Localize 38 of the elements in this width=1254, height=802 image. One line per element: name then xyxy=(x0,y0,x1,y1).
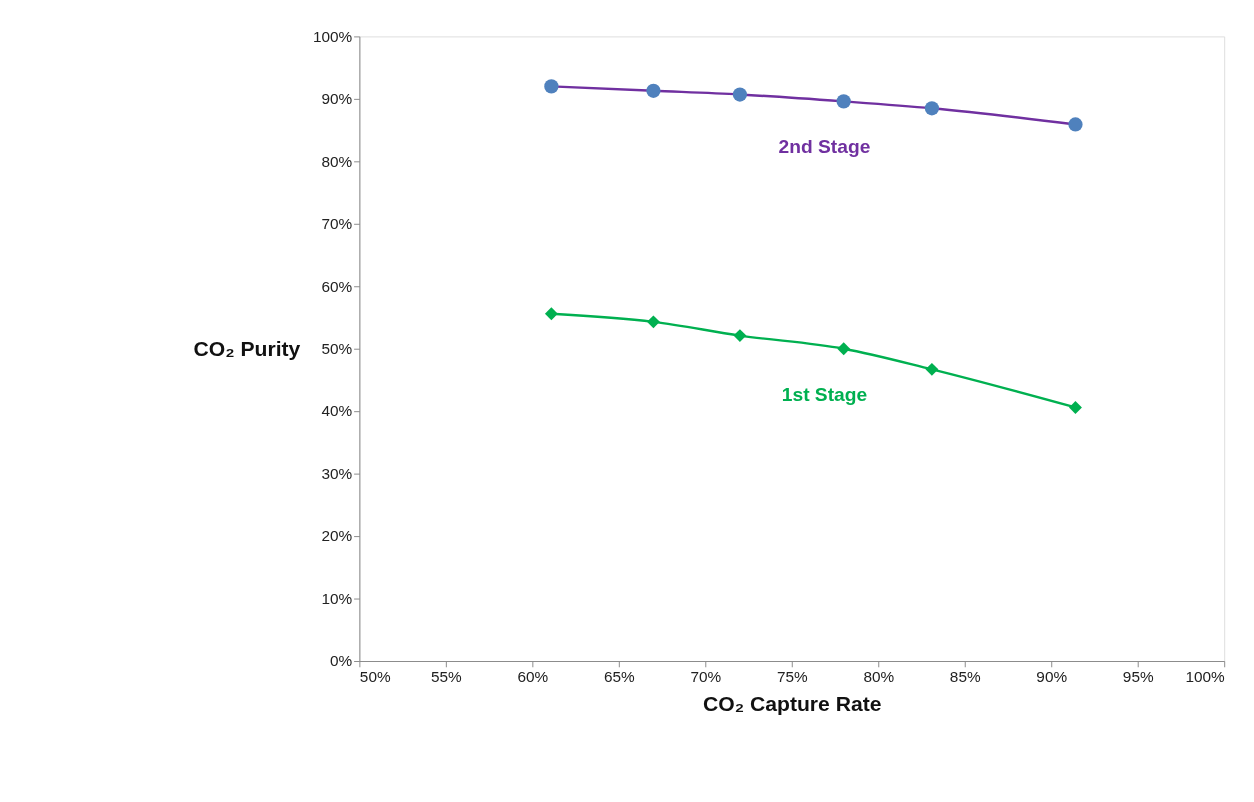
point xyxy=(924,101,940,116)
x-tick-label: 90% xyxy=(1036,667,1068,685)
point xyxy=(732,87,748,102)
y-tick-label: 70% xyxy=(321,215,353,233)
y-tick-label: 90% xyxy=(321,90,353,108)
x-tick-label: 75% xyxy=(776,667,808,685)
x-tick-label: 65% xyxy=(603,667,636,685)
x-tick-label: 100% xyxy=(1185,667,1226,685)
x-tick-label: 50% xyxy=(359,667,391,685)
x-axis-title: CO₂ Capture Rate xyxy=(703,691,882,715)
y-tick-label: 10% xyxy=(321,589,353,607)
point xyxy=(544,79,559,94)
point xyxy=(925,362,939,376)
y-tick-label: 60% xyxy=(321,277,353,295)
point xyxy=(837,342,851,356)
series-label: 1st Stage xyxy=(781,383,868,405)
point xyxy=(544,307,558,321)
x-tick-label: 95% xyxy=(1122,667,1154,685)
x-tick-label: 80% xyxy=(863,667,895,685)
point xyxy=(646,315,660,329)
y-tick-label: 80% xyxy=(321,152,353,170)
y-axis-title: CO₂ Purity xyxy=(193,336,301,360)
x-tick-label: 85% xyxy=(949,667,981,685)
point xyxy=(733,329,747,343)
point xyxy=(646,83,661,98)
point xyxy=(1069,400,1082,414)
x-tick-label: 60% xyxy=(517,667,549,685)
y-tick-label: 20% xyxy=(321,527,353,545)
y-tick-label: 50% xyxy=(321,340,353,358)
y-tick-label: 40% xyxy=(321,402,353,420)
x-tick-label: 70% xyxy=(690,667,722,685)
series-label: 2nd Stage xyxy=(778,136,871,158)
y-tick-label: 100% xyxy=(312,27,353,45)
point xyxy=(836,94,851,109)
y-tick-label: 30% xyxy=(321,464,353,482)
point xyxy=(1068,117,1083,132)
x-tick-label: 55% xyxy=(430,667,463,685)
y-tick-label: 0% xyxy=(329,652,353,670)
